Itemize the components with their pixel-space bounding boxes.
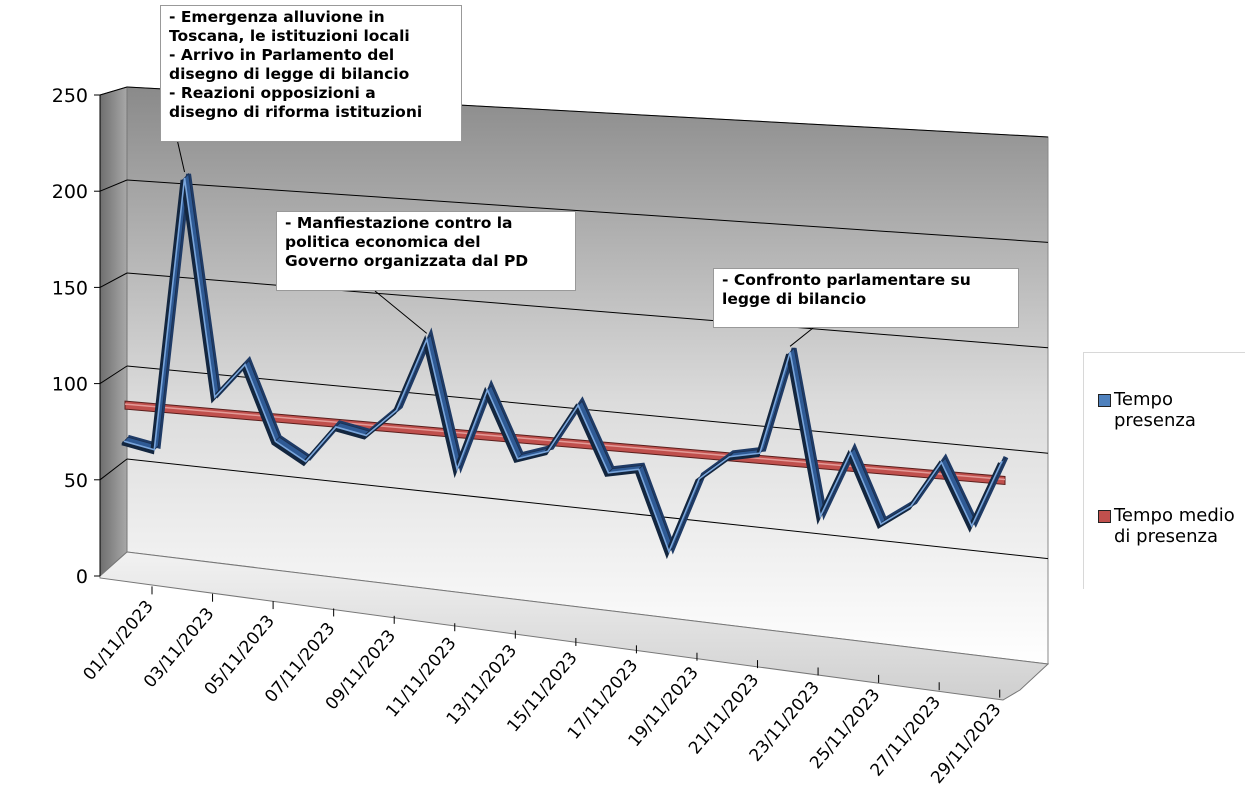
legend-item-tempo-medio: Tempo medio di presenza xyxy=(1098,505,1235,547)
floor xyxy=(99,551,1050,701)
gridline-side-50 xyxy=(99,458,128,481)
legend-item-tempo-presenza: Tempo presenza xyxy=(1098,389,1196,431)
annotation-leader-1 xyxy=(176,138,186,173)
y-tick-label-250: 250 xyxy=(52,85,88,107)
annotation-1: - Emergenza alluvione in Toscana, le ist… xyxy=(160,5,462,142)
y-tick-label-50: 50 xyxy=(64,470,88,492)
annotation-leader-2 xyxy=(374,290,428,334)
side-wall xyxy=(99,86,128,578)
legend-label-tempo-medio: Tempo medio di presenza xyxy=(1114,505,1235,547)
legend-swatch-tempo-presenza xyxy=(1098,394,1111,407)
x-tick-label-29-11-2023: 29/11/2023 xyxy=(927,700,1005,788)
y-tick-label-200: 200 xyxy=(52,181,88,203)
gridline-side-100 xyxy=(99,365,128,385)
y-tick-label-100: 100 xyxy=(52,374,88,396)
annotation-leaders xyxy=(176,138,814,347)
series-layer xyxy=(121,172,1009,560)
legend-swatch-tempo-medio xyxy=(1098,510,1111,523)
legend: Tempo presenza Tempo medio di presenza xyxy=(1083,352,1245,589)
gridline-side-150 xyxy=(99,272,128,288)
annotation-leader-3 xyxy=(789,327,814,347)
series-tempo-presenza xyxy=(121,172,1009,560)
annotation-3: - Confronto parlamentare su legge di bil… xyxy=(713,268,1019,328)
legend-label-tempo-presenza: Tempo presenza xyxy=(1114,389,1196,431)
gridline-back-50 xyxy=(126,458,1049,560)
y-tick-label-150: 150 xyxy=(52,277,88,299)
gridline-side-200 xyxy=(99,179,128,192)
y-tick-label-0: 0 xyxy=(76,566,88,588)
series-line-highlight xyxy=(123,177,1003,554)
gridline-back-200 xyxy=(126,179,1049,243)
plot-walls xyxy=(99,86,1050,701)
annotation-2: - Manfiestazione contro la politica econ… xyxy=(276,211,576,291)
gridline-side-250 xyxy=(99,86,128,96)
